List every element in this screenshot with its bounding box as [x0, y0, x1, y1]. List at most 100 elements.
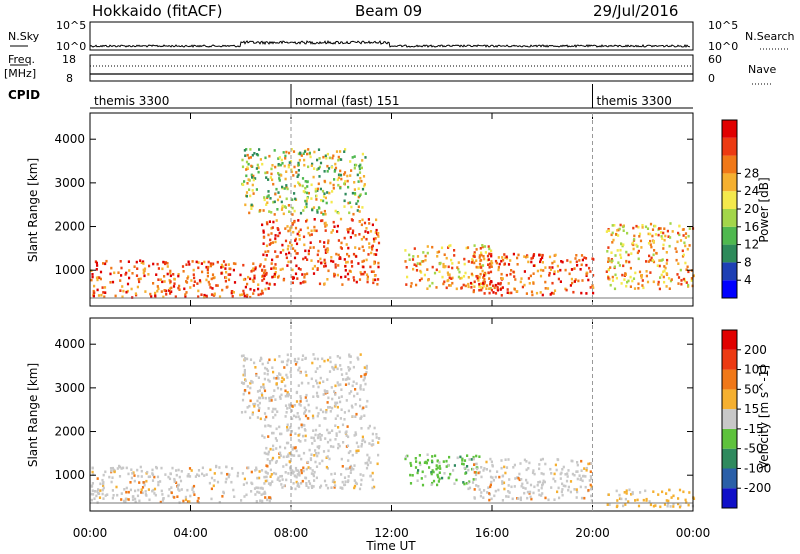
- echo-cell: [220, 272, 223, 275]
- echo-cell: [275, 377, 278, 380]
- echo-cell: [256, 416, 259, 419]
- echo-cell: [362, 265, 365, 269]
- echo-cell: [90, 269, 93, 272]
- echo-cell: [361, 159, 364, 162]
- echo-cell: [647, 242, 651, 245]
- echo-cell: [266, 361, 270, 364]
- echo-cell: [91, 466, 94, 470]
- echo-cell: [310, 259, 313, 262]
- echo-cell: [313, 479, 316, 482]
- echo-cell: [500, 294, 503, 297]
- echo-cell: [307, 231, 310, 235]
- echo-cell: [292, 150, 296, 153]
- echo-cell: [606, 503, 609, 506]
- echo-cell: [297, 434, 300, 437]
- echo-cell: [459, 455, 462, 459]
- echo-cell: [302, 434, 305, 438]
- echo-cell: [162, 295, 165, 299]
- echo-cell: [434, 454, 437, 458]
- echo-cell: [479, 247, 482, 250]
- echo-cell: [640, 274, 643, 277]
- echo-cell: [271, 178, 274, 182]
- echo-cell: [324, 417, 327, 420]
- echo-cell: [501, 256, 504, 259]
- echo-cell: [496, 470, 499, 473]
- echo-cell: [243, 358, 246, 361]
- echo-cell: [292, 174, 295, 177]
- echo-cell: [508, 478, 511, 481]
- echo-cell: [516, 256, 519, 260]
- echo-cell: [299, 211, 303, 215]
- echo-cell: [472, 478, 475, 481]
- echo-cell: [297, 181, 300, 184]
- echo-cell: [478, 282, 481, 286]
- echo-cell: [622, 225, 625, 229]
- echo-cell: [463, 262, 466, 266]
- echo-cell: [569, 480, 573, 483]
- echo-cell: [336, 401, 339, 405]
- echo-cell: [200, 293, 203, 296]
- echo-cell: [339, 364, 342, 367]
- echo-cell: [669, 505, 672, 508]
- echo-cell: [264, 366, 267, 370]
- echo-cell: [590, 485, 593, 488]
- echo-cell: [288, 406, 291, 409]
- echo-cell: [292, 414, 296, 418]
- echo-cell: [530, 257, 533, 260]
- echo-cell: [415, 269, 419, 272]
- echo-cell: [262, 271, 266, 275]
- echo-cell: [311, 162, 314, 166]
- echo-cell: [325, 223, 328, 227]
- echo-cell: [329, 410, 332, 413]
- echo-cell: [277, 476, 280, 480]
- echo-cell: [307, 252, 310, 256]
- echo-cell: [480, 491, 483, 494]
- echo-cell: [276, 478, 279, 481]
- echo-cell: [647, 260, 650, 263]
- echo-cell: [90, 492, 93, 496]
- colorbar-cell: [722, 137, 737, 156]
- echo-cell: [649, 222, 653, 226]
- echo-cell: [353, 155, 356, 158]
- echo-cell: [431, 281, 434, 285]
- echo-cell: [519, 462, 522, 465]
- echo-cell: [347, 254, 351, 258]
- echo-cell: [677, 276, 681, 279]
- echo-cell: [359, 353, 362, 356]
- echo-cell: [481, 269, 484, 273]
- echo-cell: [197, 261, 200, 264]
- echo-cell: [186, 277, 189, 280]
- echo-cell: [263, 265, 266, 268]
- echo-cell: [274, 263, 277, 266]
- echo-cell: [419, 463, 422, 467]
- echo-cell: [291, 198, 294, 201]
- x-tick-label: 00:00: [676, 526, 711, 540]
- echo-cell: [510, 269, 513, 272]
- echo-cell: [356, 209, 359, 212]
- cpid-segment-label: themis 3300: [597, 94, 672, 108]
- echo-cell: [634, 499, 637, 502]
- echo-cell: [313, 218, 316, 221]
- echo-cell: [161, 499, 165, 502]
- echo-cell: [296, 232, 299, 236]
- echo-cell: [637, 504, 641, 508]
- echo-cell: [315, 391, 319, 395]
- echo-cell: [250, 203, 253, 207]
- echo-cell: [590, 477, 593, 481]
- echo-cell: [491, 261, 494, 265]
- echo-cell: [250, 380, 253, 384]
- echo-cell: [125, 290, 128, 294]
- echo-cell: [549, 293, 552, 296]
- echo-cell: [426, 458, 430, 462]
- echo-cell: [266, 195, 269, 198]
- echo-cell: [278, 479, 281, 483]
- echo-cell: [584, 485, 587, 489]
- echo-cell: [264, 171, 267, 175]
- echo-cell: [281, 486, 284, 489]
- echo-cell: [151, 472, 154, 475]
- echo-cell: [353, 181, 356, 184]
- echo-cell: [316, 436, 320, 440]
- echo-cell: [334, 166, 338, 170]
- echo-cell: [257, 166, 260, 169]
- echo-cell: [611, 259, 614, 262]
